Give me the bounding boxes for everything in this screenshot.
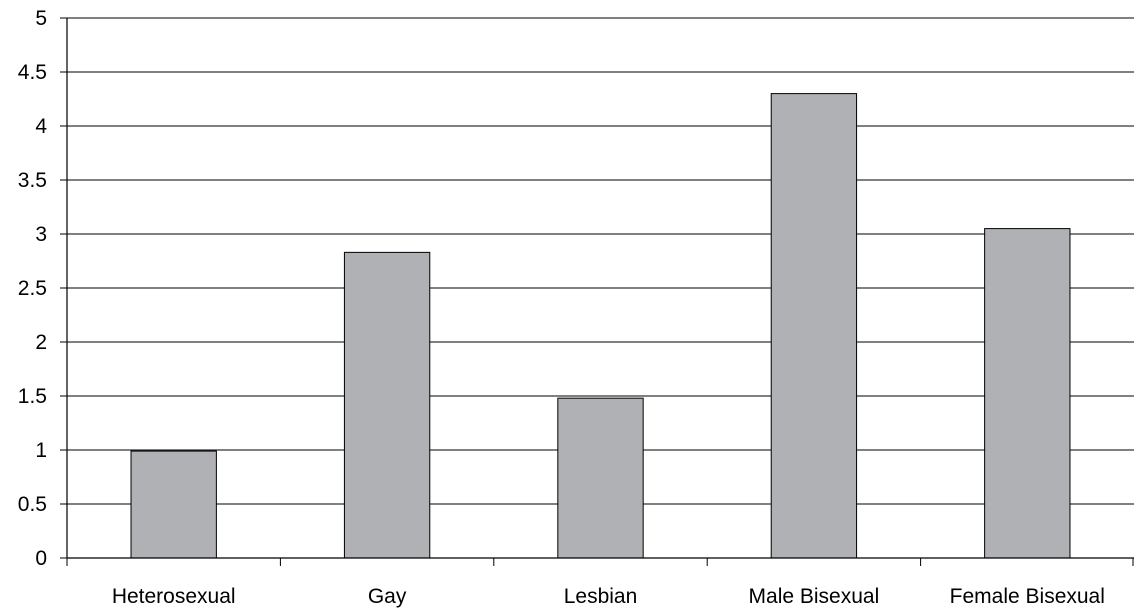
y-tick-label: 2	[35, 331, 47, 354]
x-category-label: Gay	[368, 585, 407, 608]
x-category-label: Lesbian	[564, 585, 638, 608]
y-tick-label: 3	[35, 223, 47, 246]
y-tick-label: 5	[35, 7, 47, 30]
axes	[60, 17, 1134, 566]
x-category-label: Male Bisexual	[749, 585, 880, 608]
y-tick-label: 0	[35, 547, 47, 570]
bar-1	[343, 251, 431, 559]
tick-labels: 0 0.5 1 1.5 2 2.5 3 3.5 4 4.5 5 Heterosexual Gay Lesb…	[18, 7, 1105, 608]
y-tick-label: 2.5	[18, 277, 47, 300]
bar-3	[770, 93, 858, 559]
bar-0	[130, 450, 217, 559]
bars	[130, 93, 1071, 559]
bar-4	[984, 228, 1071, 559]
y-tick-label: 1	[35, 439, 47, 462]
gridlines	[67, 17, 1134, 505]
y-tick-label: 1.5	[18, 385, 47, 408]
y-tick-label: 0.5	[18, 493, 47, 516]
x-category-label: Heterosexual	[112, 585, 236, 608]
y-tick-label: 4	[35, 115, 47, 138]
bar-2	[557, 397, 644, 559]
y-tick-label: 4.5	[18, 61, 47, 84]
x-category-label: Female Bisexual	[950, 585, 1105, 608]
y-tick-label: 3.5	[18, 169, 47, 192]
